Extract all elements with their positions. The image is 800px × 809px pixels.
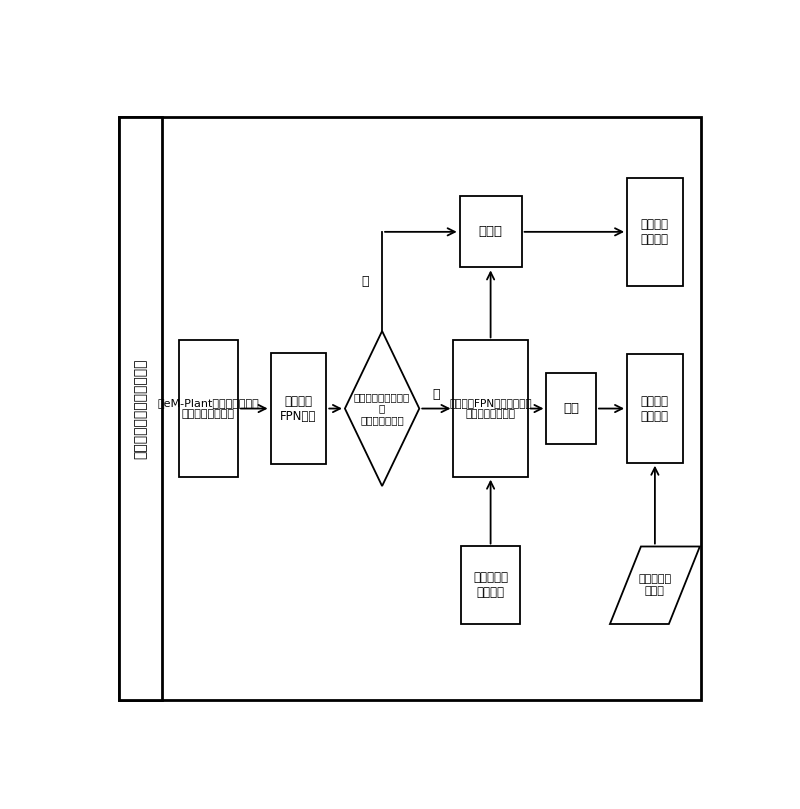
FancyBboxPatch shape: [454, 341, 528, 477]
FancyBboxPatch shape: [270, 353, 326, 464]
FancyBboxPatch shape: [546, 373, 596, 444]
FancyBboxPatch shape: [627, 354, 682, 463]
FancyBboxPatch shape: [461, 547, 520, 624]
Text: 更新当前
投料计划: 更新当前 投料计划: [641, 395, 669, 422]
Text: 使用投料FPN模型判定是否
修改当前投料计划: 使用投料FPN模型判定是否 修改当前投料计划: [450, 398, 532, 419]
Text: 是: 是: [433, 388, 440, 401]
FancyBboxPatch shape: [459, 197, 522, 268]
Text: 否: 否: [361, 275, 369, 288]
Polygon shape: [610, 547, 700, 624]
Text: 采集生产线
实时数据: 采集生产线 实时数据: [473, 571, 508, 599]
Text: 参照当前投
料策略: 参照当前投 料策略: [638, 574, 671, 596]
Text: 不修改: 不修改: [478, 226, 502, 239]
Text: 半导体生产线在线投料机制: 半导体生产线在线投料机制: [134, 358, 147, 459]
Text: 到达周期性决策点？
或
意外事件发生？: 到达周期性决策点？ 或 意外事件发生？: [354, 392, 410, 426]
Text: 建立投料
FPN模型: 建立投料 FPN模型: [280, 395, 317, 422]
Text: 在eM-Plant仿真平台上建立
半导体生产线模型: 在eM-Plant仿真平台上建立 半导体生产线模型: [158, 398, 259, 419]
FancyBboxPatch shape: [118, 117, 702, 700]
Polygon shape: [345, 331, 419, 486]
FancyBboxPatch shape: [179, 341, 238, 477]
Text: 保持当前
投料计划: 保持当前 投料计划: [641, 218, 669, 246]
FancyBboxPatch shape: [627, 178, 682, 286]
FancyBboxPatch shape: [118, 117, 162, 700]
Text: 修改: 修改: [563, 402, 579, 415]
